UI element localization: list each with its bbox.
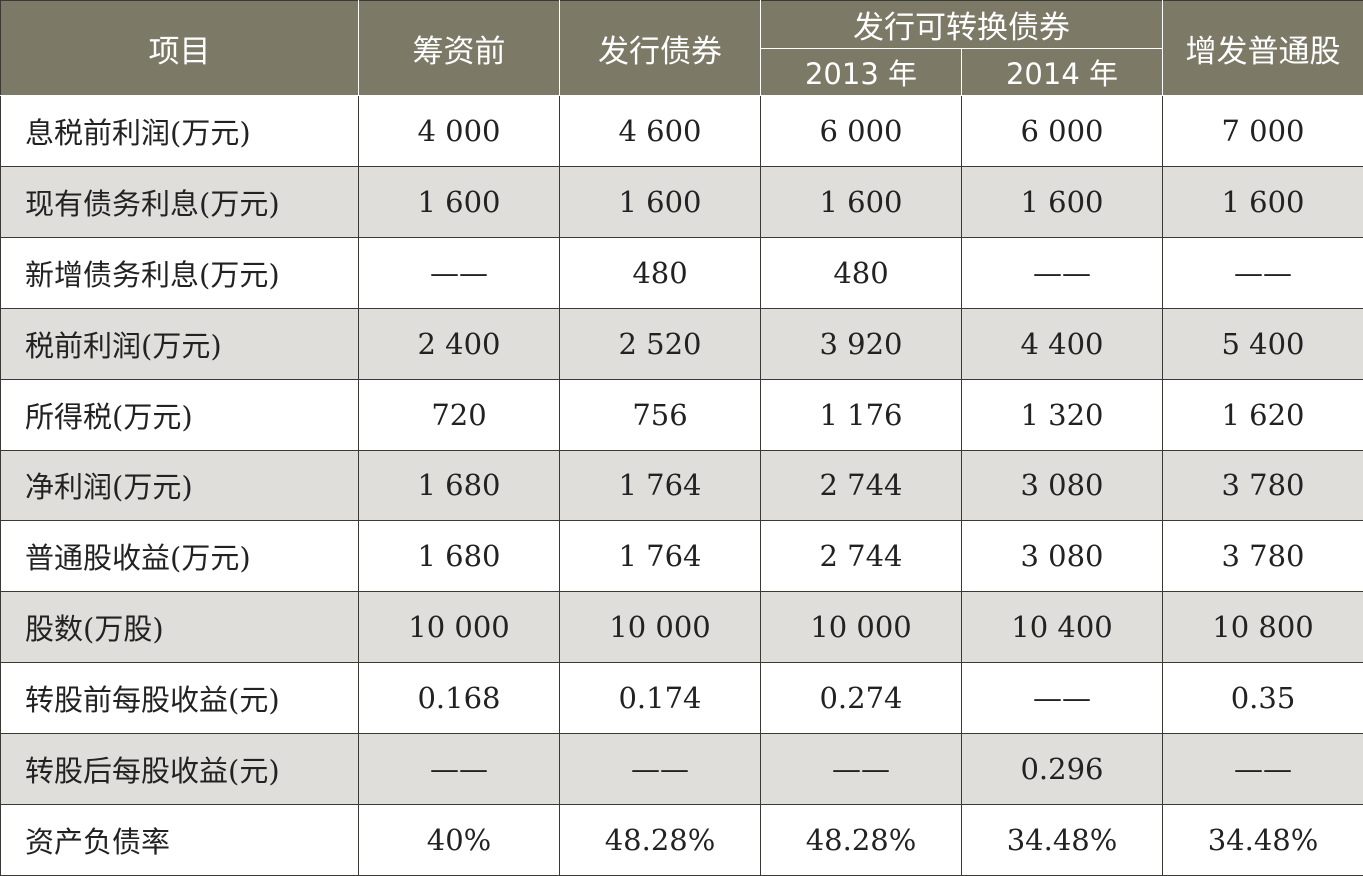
header-convertible-bonds: 发行可转换债券	[760, 0, 1163, 49]
cell-convertible-2013: ——	[760, 733, 962, 806]
cell-convertible-2014: 34.48%	[961, 804, 1163, 876]
cell-issue-stock: 1 620	[1162, 378, 1363, 451]
table-row: 所得税(万元) 720 756 1 176 1 320 1 620	[0, 378, 1363, 451]
cell-issue-stock: 5 400	[1162, 307, 1363, 380]
header-issue-common-stock: 增发普通股	[1162, 0, 1363, 96]
table-row: 股数(万股) 10 000 10 000 10 000 10 400 10 80…	[0, 591, 1363, 664]
row-label: 所得税(万元)	[0, 378, 359, 451]
cell-convertible-2014: 1 320	[961, 378, 1163, 451]
cell-issue-bonds: 480	[559, 236, 761, 309]
cell-convertible-2014: 6 000	[961, 95, 1163, 167]
row-label: 现有债务利息(万元)	[0, 165, 359, 238]
cell-convertible-2013: 2 744	[760, 520, 962, 593]
header-year-2014: 2014 年	[961, 48, 1163, 96]
cell-convertible-2014: 4 400	[961, 307, 1163, 380]
row-label: 净利润(万元)	[0, 449, 359, 522]
table-row: 普通股收益(万元) 1 680 1 764 2 744 3 080 3 780	[0, 520, 1363, 593]
cell-issue-bonds: 1 764	[559, 449, 761, 522]
header-row-2: 2013 年 2014 年	[1, 48, 1363, 96]
table-row: 税前利润(万元) 2 400 2 520 3 920 4 400 5 400	[0, 307, 1363, 380]
cell-issue-bonds: 48.28%	[559, 804, 761, 876]
cell-issue-bonds: 756	[559, 378, 761, 451]
cell-convertible-2013: 48.28%	[760, 804, 962, 876]
row-label: 转股后每股收益(元)	[0, 733, 359, 806]
cell-convertible-2014: 0.296	[961, 733, 1163, 806]
cell-convertible-2013: 2 744	[760, 449, 962, 522]
row-label: 息税前利润(万元)	[0, 95, 359, 167]
cell-convertible-2014: 10 400	[961, 591, 1163, 664]
header-item: 项目	[0, 0, 359, 96]
cell-convertible-2013: 1 176	[760, 378, 962, 451]
cell-convertible-2013: 0.274	[760, 662, 962, 735]
cell-convertible-2013: 1 600	[760, 165, 962, 238]
cell-convertible-2013: 6 000	[760, 95, 962, 167]
table-row: 转股后每股收益(元) —— —— —— 0.296 ——	[0, 733, 1363, 806]
cell-issue-stock: 34.48%	[1162, 804, 1363, 876]
cell-pre-financing: 2 400	[358, 307, 560, 380]
cell-issue-stock: ——	[1162, 236, 1363, 309]
cell-pre-financing: ——	[358, 733, 560, 806]
header-row-1: 项目 筹资前 发行债券 发行可转换债券 增发普通股	[0, 0, 1363, 96]
cell-convertible-2013: 10 000	[760, 591, 962, 664]
cell-convertible-2014: ——	[961, 662, 1163, 735]
cell-issue-bonds: 2 520	[559, 307, 761, 380]
cell-pre-financing: 720	[358, 378, 560, 451]
cell-issue-bonds: ——	[559, 733, 761, 806]
cell-issue-bonds: 10 000	[559, 591, 761, 664]
cell-issue-bonds: 1 764	[559, 520, 761, 593]
cell-pre-financing: 0.168	[358, 662, 560, 735]
header-year-2013: 2013 年	[760, 48, 962, 96]
cell-convertible-2014: ——	[961, 236, 1163, 309]
cell-convertible-2014: 1 600	[961, 165, 1163, 238]
cell-issue-stock: 10 800	[1162, 591, 1363, 664]
table-row: 新增债务利息(万元) —— 480 480 —— ——	[0, 236, 1363, 309]
cell-issue-stock: 3 780	[1162, 520, 1363, 593]
row-label: 资产负债率	[0, 804, 359, 876]
cell-pre-financing: 40%	[358, 804, 560, 876]
table-row: 转股前每股收益(元) 0.168 0.174 0.274 —— 0.35	[0, 662, 1363, 735]
cell-pre-financing: 10 000	[358, 591, 560, 664]
cell-issue-bonds: 0.174	[559, 662, 761, 735]
cell-issue-stock: ——	[1162, 733, 1363, 806]
cell-convertible-2013: 3 920	[760, 307, 962, 380]
cell-issue-stock: 3 780	[1162, 449, 1363, 522]
row-label: 转股前每股收益(元)	[0, 662, 359, 735]
header-pre-financing: 筹资前	[358, 0, 560, 96]
row-label: 股数(万股)	[0, 591, 359, 664]
cell-pre-financing: 1 680	[358, 520, 560, 593]
cell-convertible-2013: 480	[760, 236, 962, 309]
cell-pre-financing: 1 600	[358, 165, 560, 238]
cell-issue-stock: 1 600	[1162, 165, 1363, 238]
cell-issue-stock: 0.35	[1162, 662, 1363, 735]
table-body: 息税前利润(万元) 4 000 4 600 6 000 6 000 7 000 …	[0, 95, 1363, 876]
cell-issue-bonds: 4 600	[559, 95, 761, 167]
cell-issue-bonds: 1 600	[559, 165, 761, 238]
cell-pre-financing: 4 000	[358, 95, 560, 167]
cell-convertible-2014: 3 080	[961, 449, 1163, 522]
row-label: 税前利润(万元)	[0, 307, 359, 380]
cell-pre-financing: 1 680	[358, 449, 560, 522]
header-issue-bonds: 发行债券	[559, 0, 761, 96]
table-row: 现有债务利息(万元) 1 600 1 600 1 600 1 600 1 600	[0, 165, 1363, 238]
cell-pre-financing: ——	[358, 236, 560, 309]
table-row: 息税前利润(万元) 4 000 4 600 6 000 6 000 7 000	[0, 95, 1363, 167]
cell-issue-stock: 7 000	[1162, 95, 1363, 167]
row-label: 新增债务利息(万元)	[0, 236, 359, 309]
table-row: 资产负债率 40% 48.28% 48.28% 34.48% 34.48%	[0, 804, 1363, 876]
row-label: 普通股收益(万元)	[0, 520, 359, 593]
table-row: 净利润(万元) 1 680 1 764 2 744 3 080 3 780	[0, 449, 1363, 522]
table-header: 项目 筹资前 发行债券 发行可转换债券 增发普通股 2013 年 2014 年	[0, 0, 1363, 96]
cell-convertible-2014: 3 080	[961, 520, 1163, 593]
